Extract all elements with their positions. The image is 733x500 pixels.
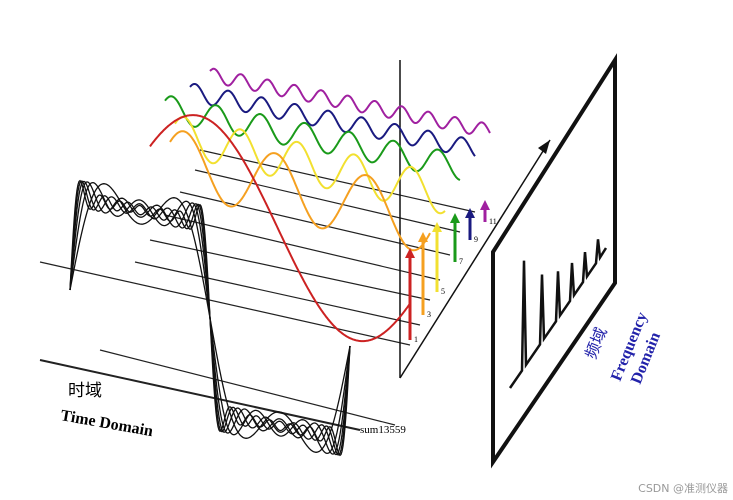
frequency-axis <box>399 139 551 379</box>
baseline <box>39 261 411 346</box>
arrowhead <box>465 208 475 218</box>
square-wave <box>69 179 351 457</box>
spectrum-arrows: 1 3 5 7 9 11 <box>405 200 497 344</box>
harmonic-wave <box>209 67 491 135</box>
harmonic-wave <box>189 83 476 157</box>
baseline <box>199 149 476 213</box>
harmonic-wave <box>169 130 431 252</box>
waves <box>149 67 491 343</box>
sum-label: sum13559 <box>360 424 406 436</box>
arrowhead <box>405 248 415 258</box>
time-label-cn: 时域 <box>68 381 102 401</box>
harmonic-wave <box>174 115 446 215</box>
harmonic-label: 1 <box>414 335 418 344</box>
harmonic-label: 11 <box>489 217 497 226</box>
partial-sum <box>69 179 351 457</box>
arrowhead <box>432 222 442 232</box>
watermark: CSDN @准测仪器 <box>638 482 728 495</box>
arrowhead <box>480 200 490 210</box>
spectrum <box>508 239 608 389</box>
arrowhead <box>450 213 460 223</box>
baseline <box>134 261 421 326</box>
harmonic-label: 3 <box>427 310 431 319</box>
baseline <box>164 214 441 281</box>
baseline <box>39 359 361 431</box>
axis-arrowhead <box>538 140 550 154</box>
harmonic-wave <box>149 114 411 343</box>
harmonic-label: 5 <box>441 287 445 296</box>
baseline <box>194 169 461 233</box>
harmonic-label: 9 <box>474 235 478 244</box>
arrowhead <box>418 232 428 242</box>
harmonic-label: 7 <box>459 257 463 266</box>
frequency-panel <box>491 53 617 469</box>
